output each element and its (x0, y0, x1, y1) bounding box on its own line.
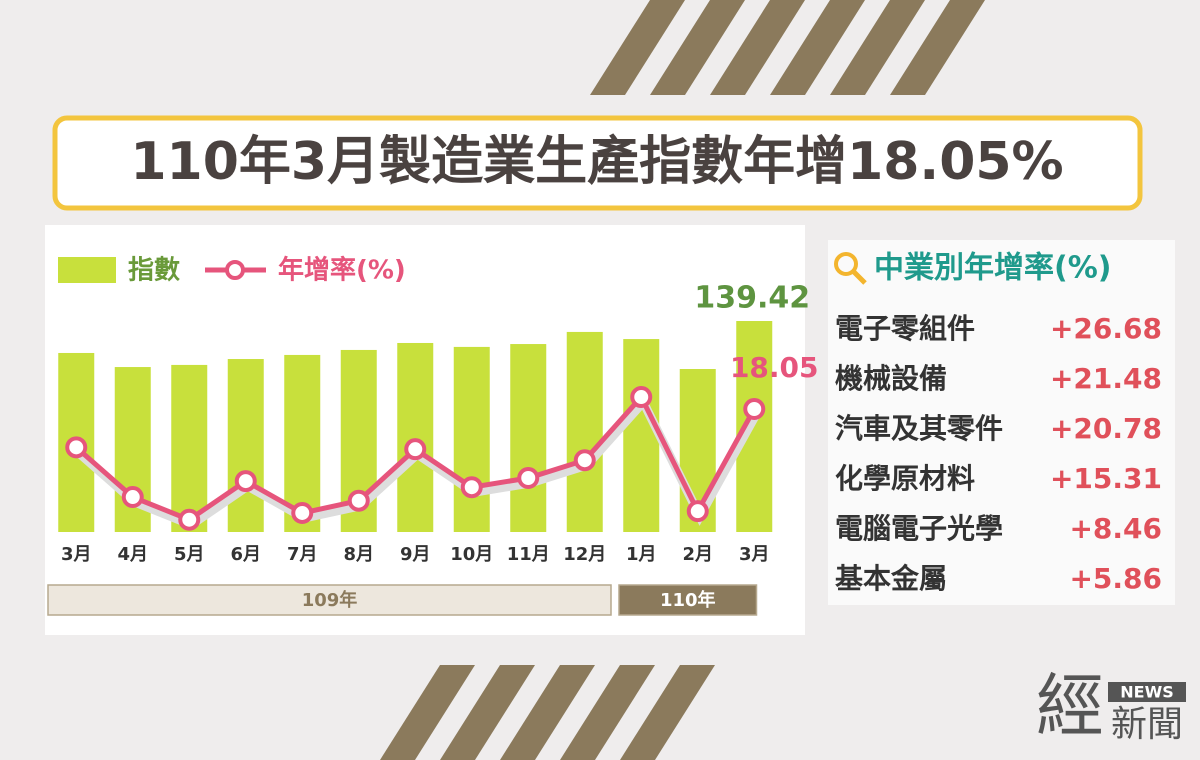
bar (453, 346, 490, 532)
industry-name: 基本金屬 (835, 562, 947, 595)
title-box (52, 115, 1143, 211)
magnifier (834, 252, 867, 285)
industry-name: 電腦電子光學 (835, 512, 1003, 545)
line-point (178, 508, 201, 531)
logo-mark: 經 (1036, 668, 1104, 747)
x-tick-label: 8月 (343, 544, 374, 565)
industry-panel (828, 240, 1175, 605)
x-tick-label: 11月 (507, 544, 550, 565)
x-tick-label: 3月 (739, 544, 770, 565)
x-tick-label: 6月 (230, 544, 261, 565)
logo-text: 新聞 (1111, 704, 1183, 745)
industry-name: 汽車及其零件 (835, 412, 1003, 445)
year-label: 110年 (660, 589, 716, 611)
legend-point (225, 260, 245, 280)
line-point (743, 397, 766, 420)
x-tick-label: 1月 (626, 544, 657, 565)
bar (171, 364, 208, 532)
line-point (234, 470, 257, 493)
industry-name: 化學原材料 (835, 462, 975, 495)
industry-name: 電子零組件 (835, 312, 975, 345)
x-tick-label: 12月 (563, 544, 606, 565)
x-tick-label: 5月 (174, 544, 205, 565)
title: 110年3月製造業生產指數年增18.05% (130, 132, 1063, 192)
bar (510, 344, 547, 532)
line-point (291, 501, 314, 524)
legend-swatch (58, 257, 116, 283)
line-point (630, 386, 653, 409)
year-label: 109年 (302, 589, 358, 611)
x-tick-label: 9月 (400, 544, 431, 565)
x-tick-label: 2月 (682, 544, 713, 565)
line-value-label: 18.05 (730, 351, 819, 384)
line-point (121, 486, 144, 509)
bar (566, 331, 603, 532)
legend-label: 指數 (128, 256, 180, 286)
industry-name: 機械設備 (835, 362, 947, 395)
x-tick-label: 10月 (450, 544, 493, 565)
bar (623, 339, 660, 532)
logo-badge: NEWS (1120, 683, 1174, 702)
industry-value: +20.78 (1050, 412, 1162, 445)
line-point (686, 500, 709, 523)
line-point (573, 449, 596, 472)
x-tick-label: 7月 (287, 544, 318, 565)
year-band (47, 584, 612, 616)
industry-value: +8.46 (1069, 512, 1162, 545)
line-point (347, 489, 370, 512)
logo-badge-bg (1108, 682, 1186, 702)
industry-value: +5.86 (1069, 562, 1162, 595)
industry-value: +26.68 (1050, 312, 1162, 345)
legend-label: 年增率(%) (278, 255, 406, 286)
industry-value: +21.48 (1050, 362, 1162, 395)
stripes (380, 0, 985, 760)
line-point (404, 438, 427, 461)
line-point (517, 467, 540, 490)
bar (397, 342, 434, 532)
industry-title: 中業別年增率(%) (874, 251, 1111, 286)
line-point (460, 476, 483, 499)
x-tick-label: 3月 (61, 544, 92, 565)
x-tick-label: 4月 (117, 544, 148, 565)
industry-value: +15.31 (1050, 462, 1162, 495)
year-band (618, 584, 758, 616)
line-point (65, 436, 88, 459)
bar (227, 359, 264, 532)
bar-value-label: 139.42 (694, 281, 810, 316)
